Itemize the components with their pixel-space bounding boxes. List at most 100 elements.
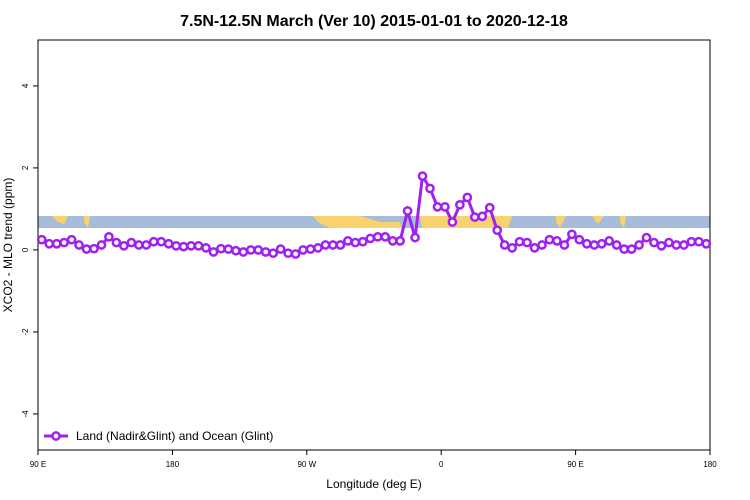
point [447,217,458,227]
point [574,234,585,245]
point [268,248,279,259]
point [387,236,398,246]
point [581,238,592,249]
point [343,236,353,246]
point [186,240,196,251]
point [432,202,443,212]
y-tick-label: -4 [21,410,30,418]
point [126,237,137,248]
point [596,238,607,249]
point [380,231,391,242]
point [163,238,174,249]
point [119,240,129,251]
point [133,240,144,250]
point [208,247,219,257]
point [328,240,338,250]
point [298,245,308,255]
point [641,232,652,243]
point [81,244,92,254]
point [156,236,167,247]
point [552,236,562,246]
point [656,240,667,251]
point [484,202,495,213]
point [74,240,84,250]
point [395,236,405,246]
point [417,171,428,181]
point [193,240,204,251]
point [462,192,473,203]
point [544,234,555,245]
point [529,243,540,253]
point [634,240,644,250]
y-tick-label: 0 [21,247,30,252]
point [305,244,316,254]
point [514,236,525,247]
point [253,245,264,255]
point [313,243,323,253]
x-tick-label: 90 E [567,460,583,469]
y-tick-label: 4 [21,83,30,88]
point [223,244,234,254]
point [477,211,488,222]
point [522,237,532,248]
point [537,240,547,250]
point [664,237,674,248]
point [216,243,226,254]
point [36,234,47,245]
point [66,234,77,245]
point [141,240,152,250]
point [499,240,510,250]
point [357,236,368,247]
point [111,237,122,248]
point [89,243,99,254]
point [686,236,697,247]
y-tick-label: 2 [21,165,30,170]
point [469,212,480,222]
point [96,240,107,250]
x-tick-label: 90 E [30,460,46,469]
y-axis-label: XCO2 - MLO trend (ppm) [1,178,15,313]
point [701,238,712,249]
point [283,248,293,259]
point [350,237,361,248]
point [604,236,615,246]
point [492,225,503,236]
legend-marker [51,431,61,441]
x-tick-label: 180 [703,460,717,469]
legend-label: Land (Nadir&Glint) and Ocean (Glint) [76,429,273,443]
point [372,231,383,242]
point [245,245,256,255]
point [275,244,286,254]
point [589,240,600,250]
point [626,244,637,254]
chart-title: 7.5N-12.5N March (Ver 10) 2015-01-01 to … [180,13,568,30]
point [611,240,622,250]
point [679,240,689,250]
point [59,237,69,248]
point [320,240,331,250]
point [507,243,517,253]
point [51,238,62,249]
point [619,244,629,254]
point [148,236,159,247]
point [104,231,114,242]
point [44,238,55,249]
point [178,241,189,252]
point [201,243,211,253]
point [402,206,413,216]
x-axis-label: Longitude (deg E) [326,477,421,491]
point [649,237,659,248]
point [693,236,704,247]
y-tick-label: -2 [21,328,30,336]
x-tick-label: 0 [439,460,444,469]
point [365,233,376,244]
point [567,229,577,240]
point [410,232,420,243]
point [671,240,682,250]
point [238,247,249,257]
point [290,249,301,259]
point [260,247,271,257]
point [440,202,450,212]
x-tick-label: 90 W [297,460,316,469]
